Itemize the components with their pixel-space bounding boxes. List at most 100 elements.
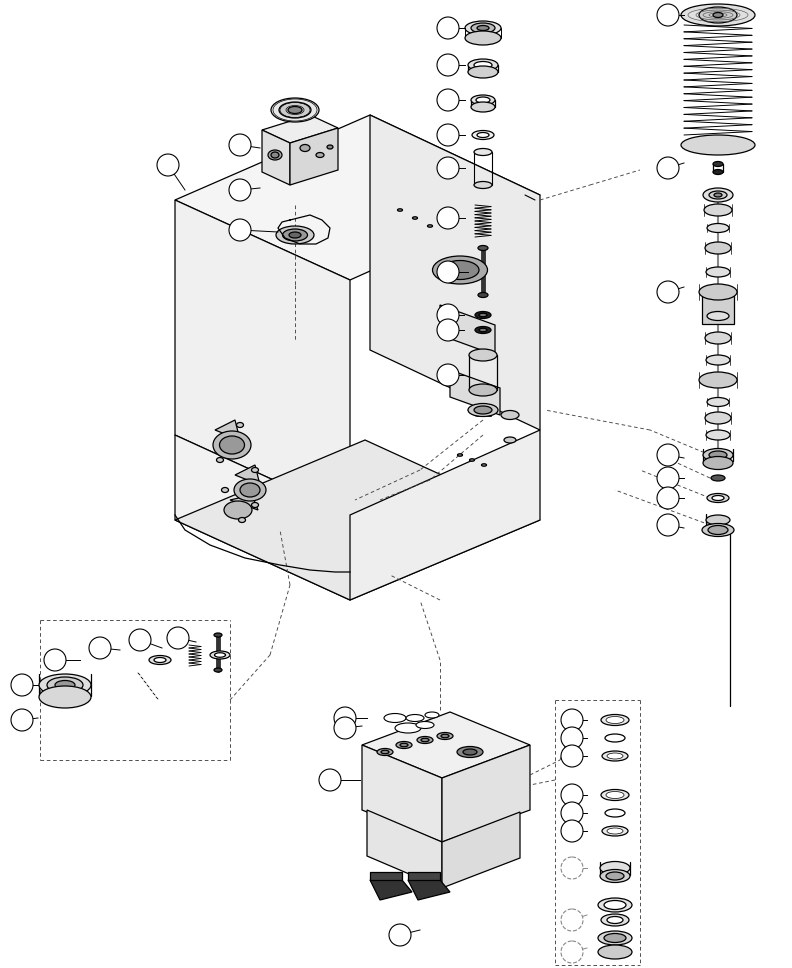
Ellipse shape	[600, 862, 630, 874]
Ellipse shape	[471, 23, 495, 33]
Ellipse shape	[468, 59, 498, 71]
Ellipse shape	[474, 148, 492, 156]
Ellipse shape	[432, 256, 488, 284]
Ellipse shape	[463, 749, 477, 755]
Ellipse shape	[55, 681, 75, 689]
Ellipse shape	[504, 437, 516, 443]
Ellipse shape	[441, 735, 449, 738]
Ellipse shape	[706, 515, 730, 525]
Ellipse shape	[707, 494, 729, 502]
Polygon shape	[175, 435, 350, 600]
Ellipse shape	[458, 454, 463, 456]
Ellipse shape	[713, 13, 723, 17]
Polygon shape	[362, 712, 530, 778]
Ellipse shape	[224, 501, 252, 519]
Ellipse shape	[377, 748, 393, 755]
Ellipse shape	[469, 349, 497, 361]
Ellipse shape	[469, 384, 497, 396]
Circle shape	[437, 54, 459, 76]
Circle shape	[437, 304, 459, 326]
Ellipse shape	[602, 826, 628, 836]
Ellipse shape	[681, 4, 755, 26]
Ellipse shape	[703, 457, 733, 469]
Circle shape	[89, 637, 111, 659]
Polygon shape	[350, 430, 540, 600]
Ellipse shape	[276, 226, 314, 244]
Ellipse shape	[283, 229, 307, 241]
Ellipse shape	[300, 144, 310, 152]
Ellipse shape	[601, 714, 629, 725]
Ellipse shape	[477, 133, 489, 137]
Ellipse shape	[396, 741, 412, 748]
Ellipse shape	[271, 98, 319, 122]
Ellipse shape	[702, 524, 734, 536]
Ellipse shape	[482, 464, 486, 467]
Circle shape	[229, 219, 251, 241]
Ellipse shape	[416, 721, 434, 729]
Ellipse shape	[237, 422, 243, 428]
Ellipse shape	[39, 674, 91, 696]
Ellipse shape	[601, 790, 629, 801]
Ellipse shape	[606, 792, 624, 799]
Ellipse shape	[470, 459, 474, 461]
Circle shape	[657, 514, 679, 536]
Ellipse shape	[606, 872, 624, 880]
Polygon shape	[215, 420, 240, 440]
Ellipse shape	[699, 372, 737, 388]
Circle shape	[334, 717, 356, 739]
Ellipse shape	[705, 412, 731, 424]
Ellipse shape	[607, 917, 623, 923]
Ellipse shape	[398, 209, 402, 211]
Ellipse shape	[288, 106, 302, 113]
Ellipse shape	[479, 314, 487, 317]
Circle shape	[657, 467, 679, 489]
Circle shape	[561, 820, 583, 842]
Ellipse shape	[706, 430, 730, 440]
Circle shape	[657, 444, 679, 466]
Ellipse shape	[252, 502, 258, 507]
Circle shape	[437, 17, 459, 39]
Ellipse shape	[709, 191, 727, 199]
Circle shape	[437, 364, 459, 386]
Polygon shape	[702, 296, 734, 324]
Polygon shape	[175, 115, 540, 280]
Ellipse shape	[400, 743, 408, 746]
Ellipse shape	[474, 62, 492, 69]
Ellipse shape	[602, 751, 628, 761]
Ellipse shape	[252, 468, 258, 472]
Ellipse shape	[705, 332, 731, 344]
Ellipse shape	[699, 7, 737, 23]
Polygon shape	[370, 880, 412, 900]
Circle shape	[561, 709, 583, 731]
Ellipse shape	[474, 182, 492, 189]
Ellipse shape	[213, 431, 251, 459]
Circle shape	[657, 487, 679, 509]
Ellipse shape	[210, 651, 230, 659]
Polygon shape	[440, 305, 495, 355]
Polygon shape	[367, 810, 442, 888]
Ellipse shape	[605, 809, 625, 817]
Ellipse shape	[703, 448, 733, 462]
Ellipse shape	[606, 716, 624, 723]
Ellipse shape	[222, 488, 229, 493]
Circle shape	[334, 707, 356, 729]
Ellipse shape	[471, 95, 495, 105]
Ellipse shape	[605, 734, 625, 742]
Ellipse shape	[214, 668, 222, 672]
Ellipse shape	[600, 869, 630, 883]
Ellipse shape	[699, 284, 737, 300]
Circle shape	[437, 261, 459, 283]
Ellipse shape	[598, 898, 632, 912]
Circle shape	[657, 4, 679, 26]
Ellipse shape	[214, 633, 222, 637]
Ellipse shape	[316, 153, 324, 158]
Ellipse shape	[471, 102, 495, 112]
Circle shape	[229, 134, 251, 156]
Circle shape	[561, 802, 583, 824]
Ellipse shape	[413, 217, 417, 219]
Ellipse shape	[395, 723, 421, 733]
Polygon shape	[408, 872, 440, 880]
Ellipse shape	[478, 292, 488, 297]
Ellipse shape	[465, 21, 501, 35]
Ellipse shape	[709, 451, 727, 459]
